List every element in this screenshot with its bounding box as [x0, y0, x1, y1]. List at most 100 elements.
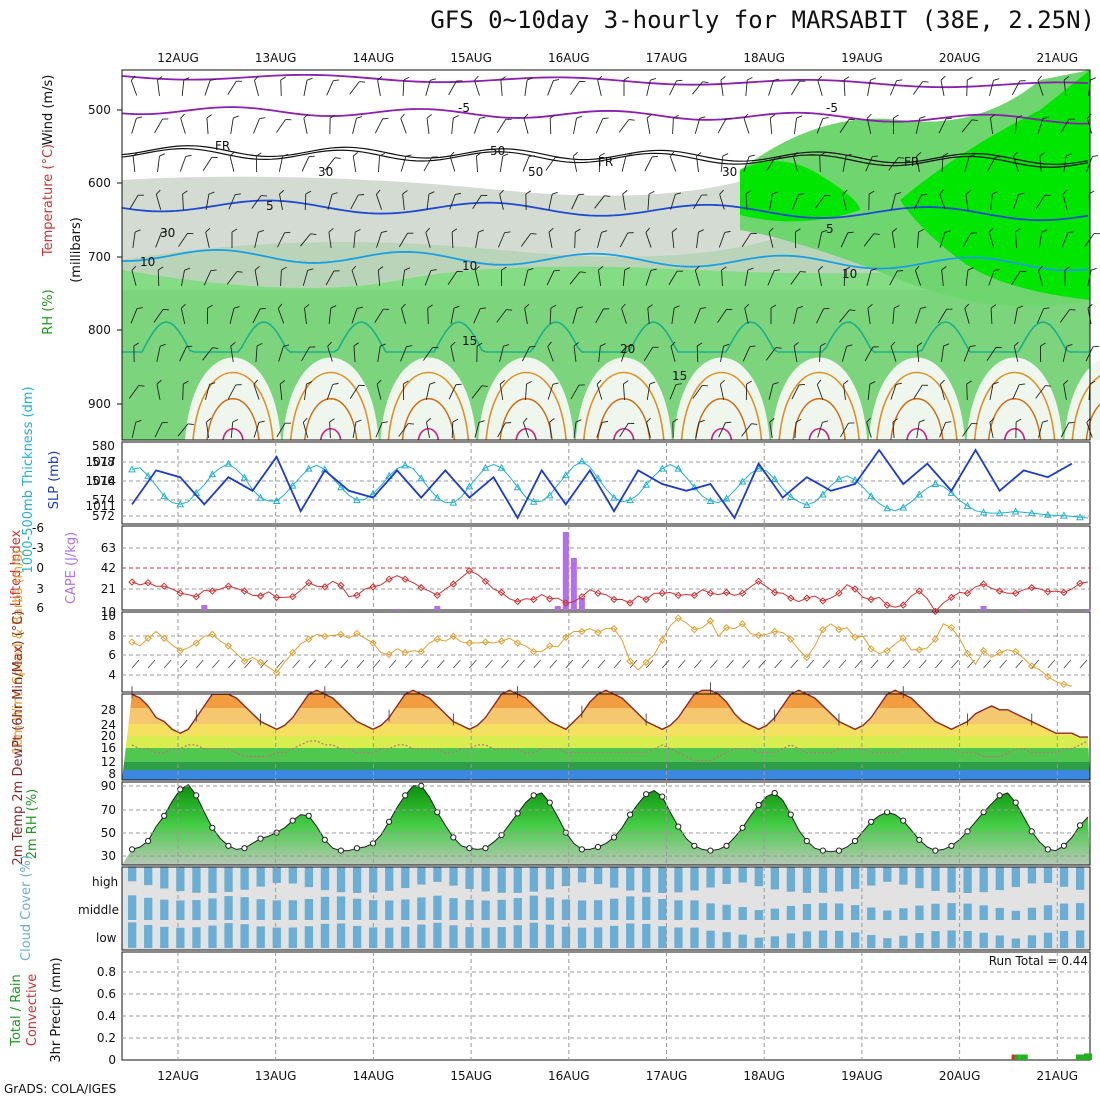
- wind-barb: [203, 269, 217, 286]
- barb-staff: [131, 422, 137, 438]
- surface-barb: [179, 659, 188, 669]
- barb-flag: [622, 190, 628, 195]
- thickness-tick-label: 578: [92, 455, 115, 469]
- barb-staff: [548, 232, 553, 248]
- wind-barb: [351, 306, 363, 324]
- cloud-bar: [481, 900, 490, 920]
- wind-barb: [618, 119, 635, 133]
- wind-barb: [819, 152, 825, 173]
- barb-flag: [647, 304, 653, 309]
- wind-barb: [402, 380, 409, 401]
- barb-staff: [205, 194, 210, 210]
- rh-marker: [867, 818, 875, 825]
- barb-staff: [1062, 194, 1068, 210]
- cloud-bar: [1027, 867, 1037, 884]
- barb-flag: [260, 308, 266, 310]
- wind-barb: [304, 381, 312, 400]
- barb-staff: [303, 80, 308, 96]
- barb-staff: [499, 346, 504, 362]
- barb-flag: [329, 418, 335, 423]
- thickness-marker: [626, 496, 634, 504]
- wind-barb: [424, 269, 437, 286]
- wind-barb: [547, 79, 560, 96]
- wind-barb: [128, 385, 145, 399]
- wind-barb: [768, 78, 780, 96]
- cloud-bar: [947, 930, 956, 948]
- wind-barb: [619, 232, 634, 248]
- thickness-marker: [1043, 510, 1052, 518]
- wind-barb: [351, 265, 358, 286]
- wind-speed-marker: [272, 669, 281, 677]
- lifted-marker: [192, 592, 200, 601]
- barb-flag: [161, 421, 168, 424]
- barb-flag: [722, 153, 729, 157]
- wind-barb: [476, 342, 483, 363]
- surface-barb: [597, 659, 606, 669]
- wind-barb: [843, 76, 850, 97]
- cloud-bar: [497, 867, 506, 893]
- barb-flag: [890, 341, 896, 347]
- cloud-bar: [786, 867, 796, 892]
- wind-speed-marker: [642, 658, 650, 666]
- barb-flag: [456, 80, 463, 82]
- barb-flag: [549, 418, 555, 423]
- wind-barb: [717, 308, 733, 323]
- wind-barb: [206, 304, 213, 325]
- wind-barb: [961, 119, 978, 133]
- barb-flag: [1044, 194, 1051, 196]
- barb-staff: [423, 156, 433, 172]
- barb-staff: [254, 232, 259, 248]
- barb-flag: [700, 307, 707, 309]
- wind-barb: [573, 115, 583, 134]
- wind-speed-marker: [899, 634, 907, 642]
- cloud-bar: [915, 933, 924, 948]
- rh-marker: [787, 811, 794, 818]
- wind-barb: [181, 77, 190, 97]
- barb-flag: [696, 152, 702, 157]
- thickness-marker: [208, 470, 217, 478]
- barb-staff: [132, 232, 136, 248]
- barb-flag: [432, 346, 439, 349]
- barb-staff: [916, 156, 920, 172]
- lifted-marker: [385, 575, 393, 583]
- barb-staff: [915, 118, 921, 134]
- wind-barb: [133, 342, 140, 363]
- barb-flag: [702, 81, 709, 84]
- slp-tick-label: 1011: [85, 499, 116, 513]
- barb-flag: [525, 190, 532, 195]
- wind-barb: [645, 268, 657, 286]
- cloud-bar: [738, 907, 747, 920]
- barb-flag: [180, 113, 185, 119]
- barb-flag: [675, 192, 682, 195]
- barb-staff: [961, 119, 973, 133]
- barb-flag: [305, 190, 312, 195]
- temp-contour-20: [289, 371, 372, 441]
- rh-marker: [353, 845, 361, 852]
- wind-barb: [353, 342, 359, 363]
- barb-staff: [962, 423, 972, 437]
- temp-contour-25: [206, 398, 260, 441]
- cloud-bar: [818, 867, 828, 893]
- wind-barb: [989, 381, 999, 400]
- wind-barb: [817, 75, 823, 96]
- lifted-marker: [353, 591, 361, 600]
- wind-barb: [130, 75, 138, 96]
- wind-barb: [867, 381, 876, 401]
- barb-staff: [892, 421, 895, 439]
- wind-barb: [400, 345, 413, 362]
- barb-staff: [376, 384, 382, 400]
- barb-flag: [945, 117, 952, 120]
- lifted-tick-label: 0: [36, 561, 44, 575]
- barb-staff: [326, 80, 334, 96]
- barb-staff: [863, 233, 875, 247]
- date-label-bottom: 16AUG: [548, 1069, 590, 1083]
- wind-barb: [278, 344, 290, 362]
- barb-flag: [575, 419, 582, 423]
- barb-staff: [230, 421, 234, 439]
- barb-staff: [719, 194, 725, 210]
- wind-barb: [623, 76, 630, 96]
- barb-flag: [849, 309, 856, 312]
- cloud-bar: [754, 937, 763, 948]
- barb-flag: [896, 79, 903, 82]
- barb-flag: [400, 113, 405, 119]
